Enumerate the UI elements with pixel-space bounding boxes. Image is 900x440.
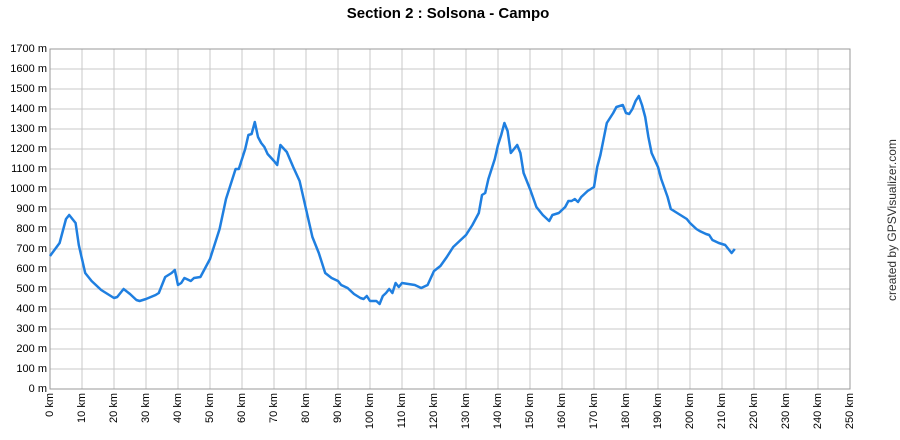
y-tick-label: 100 m [16, 363, 47, 375]
y-tick-label: 1400 m [10, 103, 47, 115]
x-tick-label: 180 km [620, 393, 632, 429]
x-tick-label: 150 km [524, 393, 536, 429]
x-tick-label: 160 km [556, 393, 568, 429]
y-tick-label: 1000 m [10, 183, 47, 195]
y-tick-label: 0 m [29, 383, 47, 395]
x-tick-label: 200 km [684, 393, 696, 429]
plot-border [49, 48, 851, 390]
elevation-line [48, 94, 736, 306]
y-tick-label: 700 m [16, 243, 47, 255]
x-tick-label: 120 km [428, 393, 440, 429]
x-tick-label: 80 km [300, 393, 312, 423]
x-tick-label: 60 km [236, 393, 248, 423]
x-tick-label: 100 km [364, 393, 376, 429]
x-tick-label: 140 km [492, 393, 504, 429]
y-tick-label: 1100 m [11, 163, 47, 175]
x-tick-label: 50 km [204, 393, 216, 423]
x-tick-label: 230 km [780, 393, 792, 429]
y-tick-label: 1300 m [10, 123, 47, 135]
chart-title: Section 2 : Solsona - Campo [347, 5, 550, 22]
y-tick-label: 900 m [16, 203, 47, 215]
y-tick-label: 500 m [16, 283, 47, 295]
y-tick-label: 200 m [16, 343, 47, 355]
x-tick-label: 220 km [748, 393, 760, 429]
x-tick-label: 240 km [812, 393, 824, 429]
y-tick-label: 300 m [16, 323, 47, 335]
x-tick-label: 40 km [172, 393, 184, 423]
y-tick-label: 400 m [16, 303, 47, 315]
x-tick-label: 210 km [716, 393, 728, 429]
y-tick-label: 1500 m [10, 83, 47, 95]
x-tick-label: 110 km [396, 393, 408, 428]
y-tick-label: 1700 m [10, 43, 47, 55]
x-tick-label: 70 km [268, 393, 280, 423]
x-tick-label: 0 km [44, 393, 56, 417]
credit: created by GPSVisualizer.com [885, 139, 899, 301]
y-tick-label: 800 m [16, 223, 47, 235]
x-tick-label: 10 km [76, 393, 88, 423]
x-tick-label: 20 km [108, 393, 120, 423]
y-tick-label: 1600 m [10, 63, 47, 75]
x-tick-label: 190 km [652, 393, 664, 429]
y-tick-label: 600 m [16, 263, 47, 275]
x-tick-label: 130 km [460, 393, 472, 429]
x-tick-label: 30 km [140, 393, 152, 423]
y-tick-label: 1200 m [10, 143, 47, 155]
x-tick-label: 170 km [588, 393, 600, 429]
x-tick-label: 90 km [332, 393, 344, 423]
x-tick-label: 250 km [844, 393, 856, 429]
